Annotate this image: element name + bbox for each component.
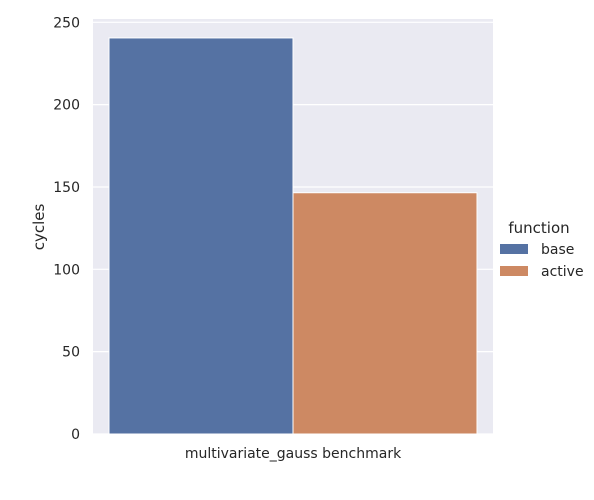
y-tick-label-4: 200 xyxy=(53,98,80,114)
x-tick-labels: multivariate_gauss benchmark xyxy=(185,446,402,462)
y-tick-label-3: 150 xyxy=(53,180,80,196)
legend-swatch-active xyxy=(500,266,528,276)
y-tick-labels: 0 50 100 150 200 250 xyxy=(53,15,80,443)
y-tick-label-1: 50 xyxy=(62,345,80,361)
y-axis-label: cycles xyxy=(30,204,48,251)
bar-active-0 xyxy=(293,193,477,434)
legend-label-base: base xyxy=(541,242,574,258)
bar-base-0 xyxy=(109,38,293,434)
y-tick-label-2: 100 xyxy=(53,262,80,278)
y-tick-label-5: 250 xyxy=(53,15,80,31)
legend-swatch-base xyxy=(500,244,528,254)
legend-title: function xyxy=(508,219,569,237)
legend: function base active xyxy=(500,219,584,280)
legend-label-active: active xyxy=(541,264,584,280)
x-tick-label-0: multivariate_gauss benchmark xyxy=(185,446,402,462)
y-tick-label-0: 0 xyxy=(71,427,80,443)
